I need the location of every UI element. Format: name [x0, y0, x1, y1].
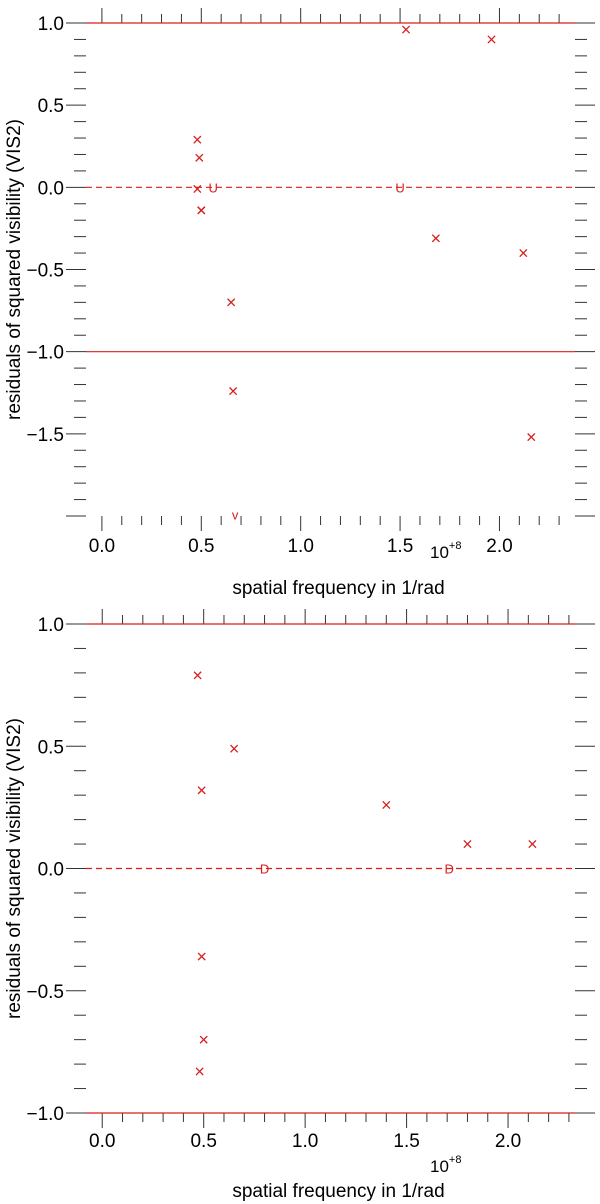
y-tick-label: 0.5 — [38, 96, 64, 117]
x-tick-label: 1.5 — [387, 536, 413, 557]
y-tick-label: 0.0 — [38, 178, 64, 199]
x-axis-multiplier: 10+8 — [430, 540, 461, 562]
data-point-x-marker — [527, 433, 536, 442]
x-tick-label: 1.0 — [287, 536, 313, 557]
x-tick-label: 1.0 — [292, 1131, 318, 1152]
x-tick-label: 0.5 — [190, 1131, 216, 1152]
data-point-x-marker — [195, 1067, 204, 1076]
text-marker: U — [209, 180, 218, 195]
data-point-x-marker — [230, 744, 239, 753]
chart-panel-top: 0.0 0.5 1.0 1.5 2.0 1.0 0.5 0.0 −0.5 −1.0 −1.5 10+8… — [4, 8, 595, 599]
data-point-x-marker — [528, 839, 537, 849]
y-tick-label: −1.5 — [26, 425, 64, 446]
y-tick-label: 1.0 — [38, 14, 64, 35]
y-axis-title: residuals of squared visibility (VIS2) — [4, 119, 25, 420]
text-marker: D — [445, 862, 454, 877]
data-point-x-marker — [197, 786, 206, 795]
data-point-x-marker — [463, 839, 472, 849]
data-point-x-marker — [199, 1035, 208, 1044]
data-series — [193, 671, 537, 1076]
chart-panel-bottom: 0.0 0.5 1.0 1.5 2.0 1.0 0.5 0.0 −0.5 −1.0 10+8 spat… — [4, 609, 595, 1202]
data-point-x-marker — [519, 249, 528, 258]
x-axis-ticks — [101, 609, 570, 1128]
text-marker: D — [260, 862, 269, 877]
text-marker: U — [395, 180, 404, 195]
x-axis-title: spatial frequency in 1/rad — [232, 578, 444, 599]
y-tick-label: 1.0 — [38, 615, 64, 636]
y-tick-label: −1.0 — [26, 343, 64, 364]
x-axis-ticks — [101, 8, 560, 531]
data-point-x-marker — [227, 298, 236, 307]
data-point-x-marker — [197, 952, 206, 961]
x-tick-label: 0.5 — [188, 536, 214, 557]
y-tick-label: −1.0 — [26, 1104, 64, 1125]
x-tick-label: 0.0 — [89, 1131, 115, 1152]
data-point-x-marker — [195, 153, 204, 162]
data-point-x-marker — [193, 671, 202, 680]
y-axis-ticks — [66, 623, 595, 1114]
y-tick-label: 0.5 — [38, 737, 64, 758]
data-point-x-marker — [193, 135, 202, 144]
data-point-x-marker — [487, 35, 496, 44]
y-tick-label: −0.5 — [26, 982, 64, 1003]
x-axis-title: spatial frequency in 1/rad — [232, 1181, 444, 1202]
data-point-x-marker — [197, 206, 206, 215]
y-axis-ticks — [66, 22, 595, 517]
y-tick-label: 0.0 — [38, 860, 64, 881]
data-point-x-marker — [229, 387, 238, 396]
x-axis-multiplier: 10+8 — [430, 1154, 461, 1176]
x-tick-label: 1.5 — [393, 1131, 419, 1152]
data-point-x-marker — [193, 184, 202, 194]
text-marker: v — [232, 507, 239, 522]
data-point-x-marker — [431, 234, 440, 243]
x-tick-label: 2.0 — [486, 536, 512, 557]
data-series — [193, 25, 536, 442]
y-axis-title: residuals of squared visibility (VIS2) — [4, 718, 25, 1019]
x-tick-label: 0.0 — [89, 536, 115, 557]
data-point-x-marker — [401, 25, 411, 34]
y-tick-label: −0.5 — [26, 261, 64, 282]
x-tick-label: 2.0 — [495, 1131, 521, 1152]
data-point-x-marker — [382, 800, 391, 809]
